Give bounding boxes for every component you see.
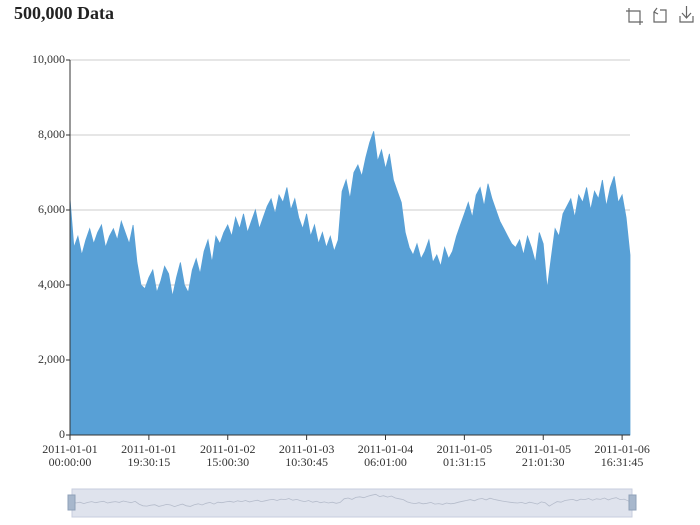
slider-handle[interactable] (67, 494, 76, 511)
save-icon[interactable] (679, 6, 694, 23)
y-tick-label: 2,000 (38, 352, 65, 366)
y-tick-label: 6,000 (38, 202, 65, 216)
y-tick-label: 10,000 (32, 52, 65, 66)
x-tick-label: 2011-01-01 00:00:00 (42, 442, 98, 469)
preview-line (71, 493, 633, 508)
y-tick-label: 8,000 (38, 127, 65, 141)
data-zoom-slider[interactable] (67, 488, 637, 518)
area (69, 131, 631, 436)
x-tick-label: 2011-01-01 19:30:15 (121, 442, 177, 469)
x-tick-label: 2011-01-04 06:01:00 (358, 442, 414, 469)
zoom-icon[interactable] (626, 8, 643, 25)
chart-title: 500,000 Data (14, 3, 114, 23)
x-tick-label: 2011-01-02 15:00:30 (200, 442, 256, 469)
x-tick-label: 2011-01-03 10:30:45 (279, 442, 335, 469)
restore-icon[interactable] (653, 7, 667, 23)
slider-handle[interactable] (628, 494, 637, 511)
slider-track[interactable] (71, 488, 633, 518)
plot-area: 0 2,000 4,000 6,000 8,000 10,000 2011-01-01 00:… (32, 52, 650, 469)
slider-preview (71, 493, 633, 508)
y-tick-label: 4,000 (38, 277, 65, 291)
y-tick-label: 0 (59, 427, 65, 441)
x-tick-label: 2011-01-05 21:01:30 (515, 442, 571, 469)
x-tick-label: 2011-01-05 01:31:15 (437, 442, 493, 469)
toolbox (626, 6, 694, 25)
x-tick-label: 2011-01-06 16:31:45 (594, 442, 650, 469)
